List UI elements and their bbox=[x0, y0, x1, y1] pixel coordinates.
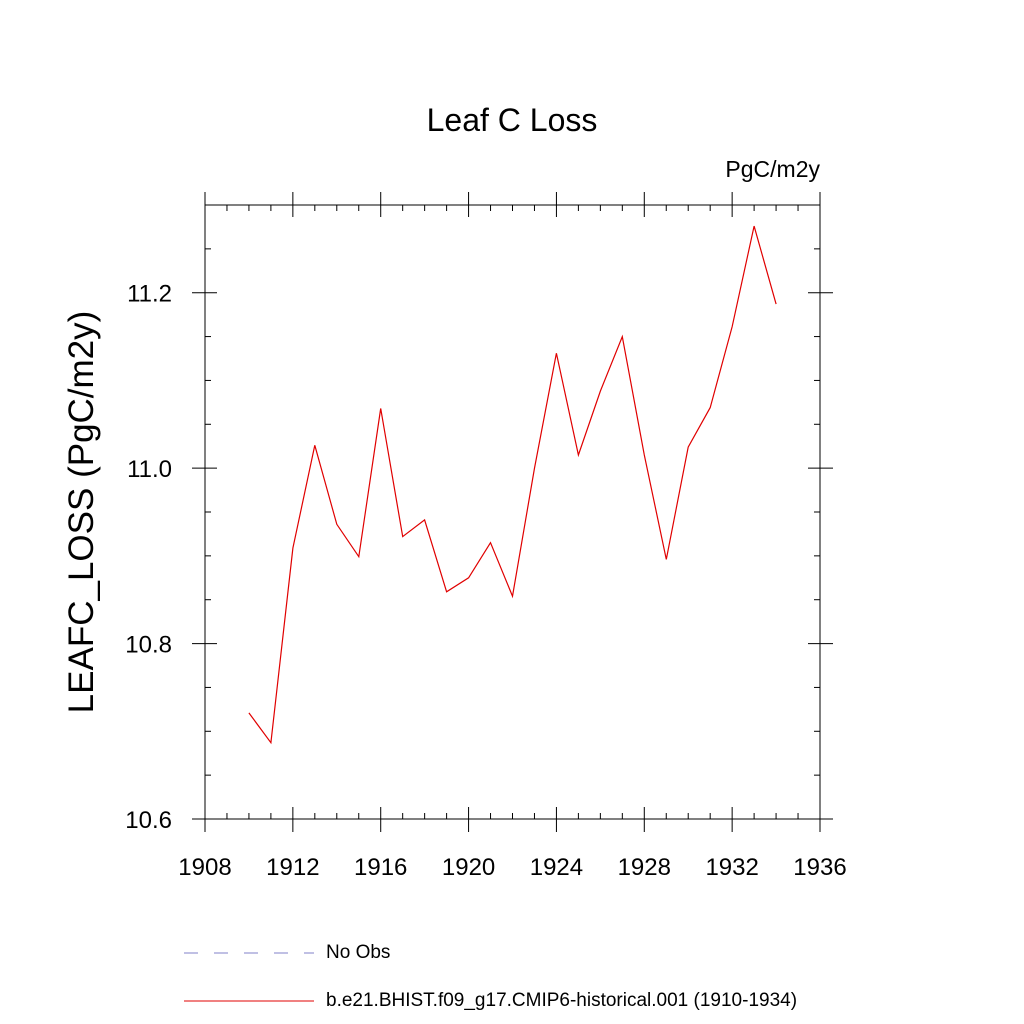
x-tick-label: 1928 bbox=[618, 854, 671, 881]
legend-item-no-obs: No Obs bbox=[184, 938, 390, 968]
y-tick-label: 10.8 bbox=[125, 632, 172, 659]
y-tick-label: 11.0 bbox=[127, 456, 172, 483]
y-axis-label: LEAFC_LOSS (PgC/m2y) bbox=[62, 311, 101, 714]
legend-swatch-solid bbox=[184, 1000, 314, 1002]
legend-item-historical: b.e21.BHIST.f09_g17.CMIP6-historical.001… bbox=[184, 986, 797, 1016]
x-tick-label: 1912 bbox=[266, 854, 319, 881]
plot-axes bbox=[204, 204, 821, 820]
series-layer bbox=[248, 225, 777, 745]
tick-labels: 1908 1912 1916 1920 1924 1928 1932 1936 10.6 10.8… bbox=[125, 281, 846, 881]
legend-label: b.e21.BHIST.f09_g17.CMIP6-historical.001… bbox=[326, 990, 798, 1011]
legend-label: No Obs bbox=[326, 942, 391, 963]
series-line bbox=[248, 225, 777, 745]
x-tick-label: 1924 bbox=[530, 854, 583, 881]
y-tick-label: 11.2 bbox=[127, 281, 172, 308]
legend-swatch-dashed bbox=[184, 952, 314, 954]
axis-ticks bbox=[192, 192, 833, 832]
plot-frame bbox=[204, 204, 821, 820]
x-tick-label: 1932 bbox=[705, 854, 758, 881]
x-tick-label: 1936 bbox=[793, 854, 846, 881]
y-tick-label: 10.6 bbox=[125, 807, 172, 834]
units-label: PgC/m2y bbox=[725, 156, 820, 182]
chart-title: Leaf C Loss bbox=[426, 102, 598, 138]
x-tick-label: 1920 bbox=[442, 854, 495, 881]
x-tick-label: 1908 bbox=[178, 854, 231, 881]
x-tick-label: 1916 bbox=[354, 854, 407, 881]
